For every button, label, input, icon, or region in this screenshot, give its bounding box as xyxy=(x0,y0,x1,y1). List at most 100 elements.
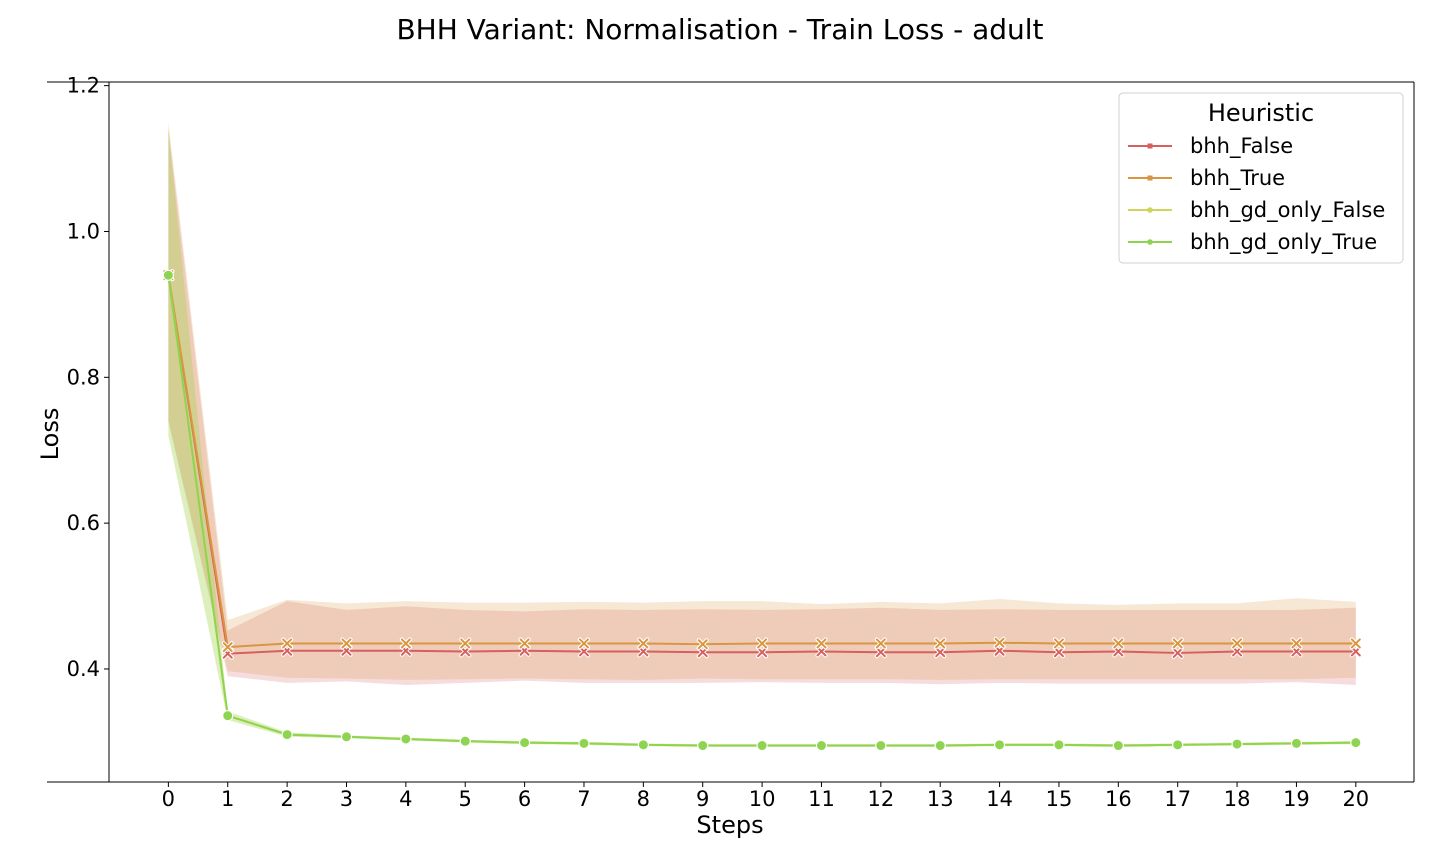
point-bhh-gd-only-True xyxy=(1172,739,1184,751)
point-bhh-gd-only-True xyxy=(578,737,590,749)
legend-label: bhh_True xyxy=(1190,166,1285,191)
x-tick-label: 2 xyxy=(280,787,293,811)
point-bhh-False xyxy=(874,646,887,659)
point-bhh-gd-only-True xyxy=(934,740,946,752)
point-bhh-gd-only-True xyxy=(1112,740,1124,752)
x-tick-label: 11 xyxy=(808,787,835,811)
point-bhh-False xyxy=(1052,646,1065,659)
point-bhh-gd-only-True xyxy=(1290,737,1302,749)
point-bhh-True xyxy=(1349,637,1362,650)
point-bhh-gd-only-True xyxy=(1231,738,1243,750)
y-tick-label: 0.6 xyxy=(67,511,100,535)
x-axis-label: Steps xyxy=(696,811,763,839)
point-bhh-False xyxy=(756,646,769,659)
ci-band-bhh-False xyxy=(168,129,1356,686)
point-bhh-True xyxy=(1112,637,1125,650)
point-bhh-False xyxy=(934,646,947,659)
point-bhh-gd-only-True xyxy=(162,269,174,281)
x-tick-label: 13 xyxy=(927,787,954,811)
x-tick-label: 10 xyxy=(749,787,776,811)
point-bhh-True xyxy=(696,638,709,651)
point-bhh-gd-only-True xyxy=(637,739,649,751)
x-tick-label: 9 xyxy=(696,787,709,811)
point-bhh-True xyxy=(399,637,412,650)
point-bhh-gd-only-True xyxy=(400,733,412,745)
series-line-bhh-True xyxy=(167,275,1356,649)
x-tick-label: 4 xyxy=(399,787,412,811)
legend-label: bhh_False xyxy=(1190,134,1293,159)
x-tick-label: 15 xyxy=(1046,787,1073,811)
series-line-bhh-False xyxy=(167,275,1356,655)
legend: Heuristic bhh_False bhh_True bhh_gd_only_F… xyxy=(1118,92,1404,264)
y-tick-label: 0.8 xyxy=(67,365,100,389)
point-bhh-gd-only-True xyxy=(519,737,531,749)
y-tick-label: 1.0 xyxy=(67,219,100,243)
x-tick-label: 8 xyxy=(637,787,650,811)
y-tick-label: 0.4 xyxy=(67,657,100,681)
legend-item-bhh-gd-only-True: bhh_gd_only_True xyxy=(1128,230,1377,255)
x-tick-label: 18 xyxy=(1224,787,1251,811)
legend-label: bhh_gd_only_True xyxy=(1190,230,1377,255)
point-bhh-True xyxy=(1052,637,1065,650)
chart-title: BHH Variant: Normalisation - Train Loss … xyxy=(396,13,1043,46)
x-tick-label: 7 xyxy=(577,787,590,811)
legend-marker xyxy=(1147,175,1153,181)
point-bhh-gd-only-True xyxy=(222,710,234,722)
confidence-bands xyxy=(168,122,1356,748)
x-tick-label: 16 xyxy=(1105,787,1132,811)
x-tick-label: 20 xyxy=(1342,787,1369,811)
point-bhh-False xyxy=(1171,646,1184,659)
point-bhh-True xyxy=(637,637,650,650)
y-tick-label: 1.2 xyxy=(67,74,100,98)
point-bhh-gd-only-True xyxy=(875,740,887,752)
point-bhh-gd-only-True xyxy=(459,735,471,747)
point-bhh-True xyxy=(340,637,353,650)
point-bhh-gd-only-True xyxy=(756,740,768,752)
point-bhh-gd-only-True xyxy=(815,740,827,752)
x-tick-label: 6 xyxy=(518,787,531,811)
x-tick-label: 14 xyxy=(986,787,1013,811)
legend-item-bhh-True: bhh_True xyxy=(1128,166,1285,191)
x-tick-label: 12 xyxy=(867,787,894,811)
x-tick-label: 5 xyxy=(459,787,472,811)
x-tick-label: 0 xyxy=(162,787,175,811)
x-tick-label: 17 xyxy=(1164,787,1191,811)
y-axis-ticks: 0.4 0.6 0.8 1.0 1.2 xyxy=(67,74,109,681)
x-tick-label: 19 xyxy=(1283,787,1310,811)
legend-item-bhh-False: bhh_False xyxy=(1128,134,1293,159)
point-bhh-True xyxy=(459,637,472,650)
legend-items: bhh_False bhh_True bhh_gd_only_False bhh_gd… xyxy=(1128,134,1385,255)
point-bhh-True xyxy=(577,637,590,650)
legend-marker xyxy=(1147,143,1153,149)
x-axis-ticks: 0 1 2 3 4 5 6 7 8 9 10 11 12 13 14 15 16 17 18 19 20 xyxy=(162,782,1369,811)
point-bhh-True xyxy=(281,637,294,650)
point-bhh-gd-only-True xyxy=(1053,739,1065,751)
y-axis-label: Loss xyxy=(36,408,64,461)
legend-marker xyxy=(1147,207,1153,213)
point-bhh-True xyxy=(518,637,531,650)
point-bhh-True xyxy=(1171,637,1184,650)
point-bhh-True xyxy=(1231,637,1244,650)
point-bhh-True xyxy=(934,637,947,650)
legend-item-bhh-gd-only-False: bhh_gd_only_False xyxy=(1128,198,1385,223)
point-bhh-gd-only-True xyxy=(1350,737,1362,749)
legend-marker xyxy=(1147,239,1153,245)
point-bhh-True xyxy=(993,636,1006,649)
point-bhh-True xyxy=(221,641,234,654)
point-bhh-gd-only-True xyxy=(281,729,293,741)
point-bhh-gd-only-True xyxy=(697,740,709,752)
point-bhh-gd-only-True xyxy=(994,739,1006,751)
point-bhh-True xyxy=(1290,637,1303,650)
x-tick-label: 1 xyxy=(221,787,234,811)
point-bhh-True xyxy=(815,637,828,650)
series-markers xyxy=(162,269,1362,752)
point-bhh-True xyxy=(874,637,887,650)
legend-title: Heuristic xyxy=(1208,99,1314,127)
x-tick-label: 3 xyxy=(340,787,353,811)
ci-band-bhh-True xyxy=(168,122,1356,680)
point-bhh-gd-only-True xyxy=(340,731,352,743)
legend-box xyxy=(1118,92,1404,264)
point-bhh-True xyxy=(756,637,769,650)
legend-label: bhh_gd_only_False xyxy=(1190,198,1385,223)
